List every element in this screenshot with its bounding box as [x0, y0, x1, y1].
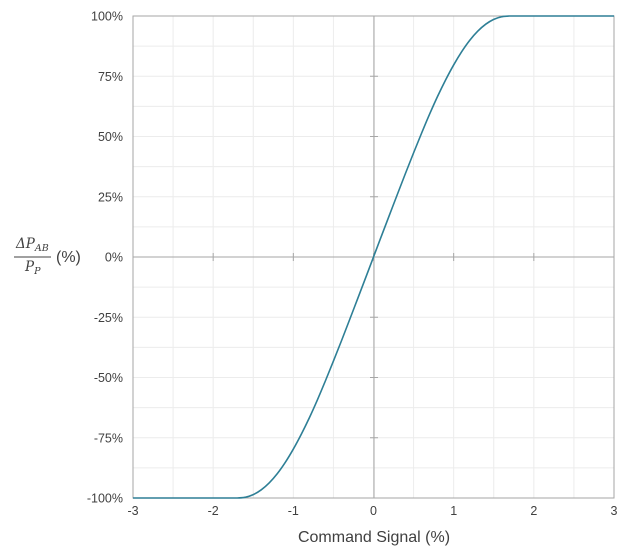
y-axis-title: ΔPAB PP (%): [14, 236, 81, 277]
x-tick-label: -2: [208, 504, 219, 518]
x-tick-label: 1: [450, 504, 457, 518]
x-axis-title: Command Signal (%): [298, 529, 450, 546]
y-tick-label: -25%: [94, 311, 123, 325]
series-line: [133, 15, 614, 499]
y-title-numerator: ΔPAB: [15, 236, 49, 254]
y-tick-label: -50%: [94, 371, 123, 385]
y-title-unit: (%): [56, 249, 81, 266]
x-tick-labels: -3 -2 -1 0 1 2 3: [127, 504, 617, 518]
y-tick-label: -75%: [94, 431, 123, 445]
y-tick-label: 50%: [98, 130, 123, 144]
y-tick-label: 0%: [105, 251, 123, 265]
y-tick-labels: -100% -75% -50% -25% 0% 25% 50% 75% 100%: [87, 10, 123, 506]
x-tick-label: 2: [530, 504, 537, 518]
y-tick-label: 25%: [98, 190, 123, 204]
y-title-denominator: PP: [24, 259, 41, 277]
y-tick-label: -100%: [87, 492, 123, 506]
y-tick-label: 75%: [98, 70, 123, 84]
x-tick-label: -3: [127, 504, 138, 518]
x-tick-label: -1: [288, 504, 299, 518]
x-tick-label: 0: [370, 504, 377, 518]
y-tick-label: 100%: [91, 10, 123, 24]
x-tick-label: 3: [611, 504, 618, 518]
